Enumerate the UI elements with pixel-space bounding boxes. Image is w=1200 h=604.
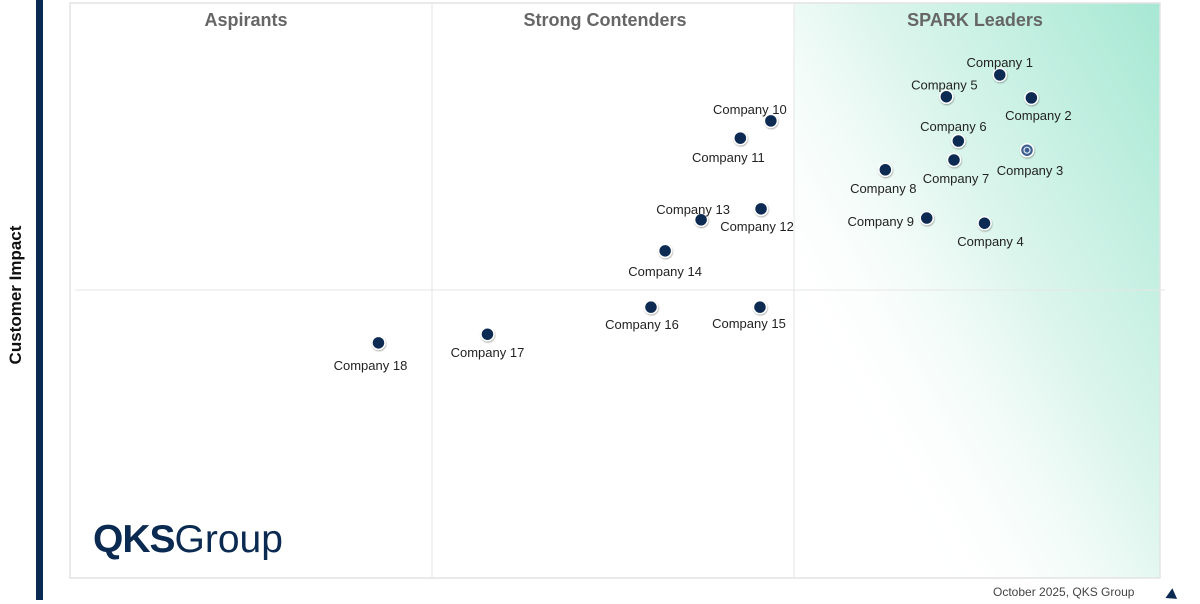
data-label: Company 14	[628, 264, 702, 279]
data-point	[878, 162, 893, 177]
data-point	[992, 67, 1008, 83]
data-point	[951, 133, 966, 149]
data-label: Company 10	[713, 102, 787, 117]
quadrant-title-spark-leaders: SPARK Leaders	[907, 10, 1043, 30]
data-label: Company 3	[997, 163, 1063, 178]
data-label: Company 9	[847, 214, 913, 229]
data-point	[939, 89, 954, 104]
quadrant-title-strong-contenders: Strong Contenders	[523, 10, 686, 30]
data-label: Company 16	[605, 317, 679, 332]
data-point	[371, 335, 386, 351]
footer-note: October 2025, QKS Group	[993, 585, 1135, 599]
data-label: Company 1	[967, 55, 1033, 70]
data-label: Company 6	[920, 119, 986, 134]
data-label: Company 5	[911, 78, 977, 93]
data-label: Company 2	[1005, 108, 1071, 123]
data-point	[1019, 142, 1035, 158]
data-label: Company 8	[850, 181, 916, 196]
data-point	[763, 113, 779, 129]
data-point	[977, 215, 992, 231]
data-point	[1024, 90, 1039, 106]
data-label: Company 7	[923, 171, 989, 186]
data-point	[733, 130, 748, 146]
qks-group-logo: QKSGroup	[93, 518, 283, 561]
data-point	[693, 212, 709, 228]
data-label: Company 12	[720, 219, 794, 234]
data-label: Company 4	[957, 234, 1023, 249]
quadrant-title-aspirants: Aspirants	[204, 10, 287, 30]
data-point	[643, 299, 659, 315]
data-label: Company 13	[656, 202, 730, 217]
gear-icon	[1023, 146, 1031, 154]
data-label: Company 17	[451, 345, 525, 360]
data-label: Company 15	[712, 316, 786, 331]
data-point	[753, 201, 769, 217]
data-point	[480, 326, 495, 342]
data-point	[752, 299, 768, 315]
data-point	[919, 210, 934, 226]
data-label: Company 11	[692, 150, 765, 165]
data-point	[946, 152, 962, 168]
y-axis-bar	[36, 0, 43, 600]
data-point	[657, 243, 673, 259]
data-label: Company 18	[334, 358, 408, 373]
